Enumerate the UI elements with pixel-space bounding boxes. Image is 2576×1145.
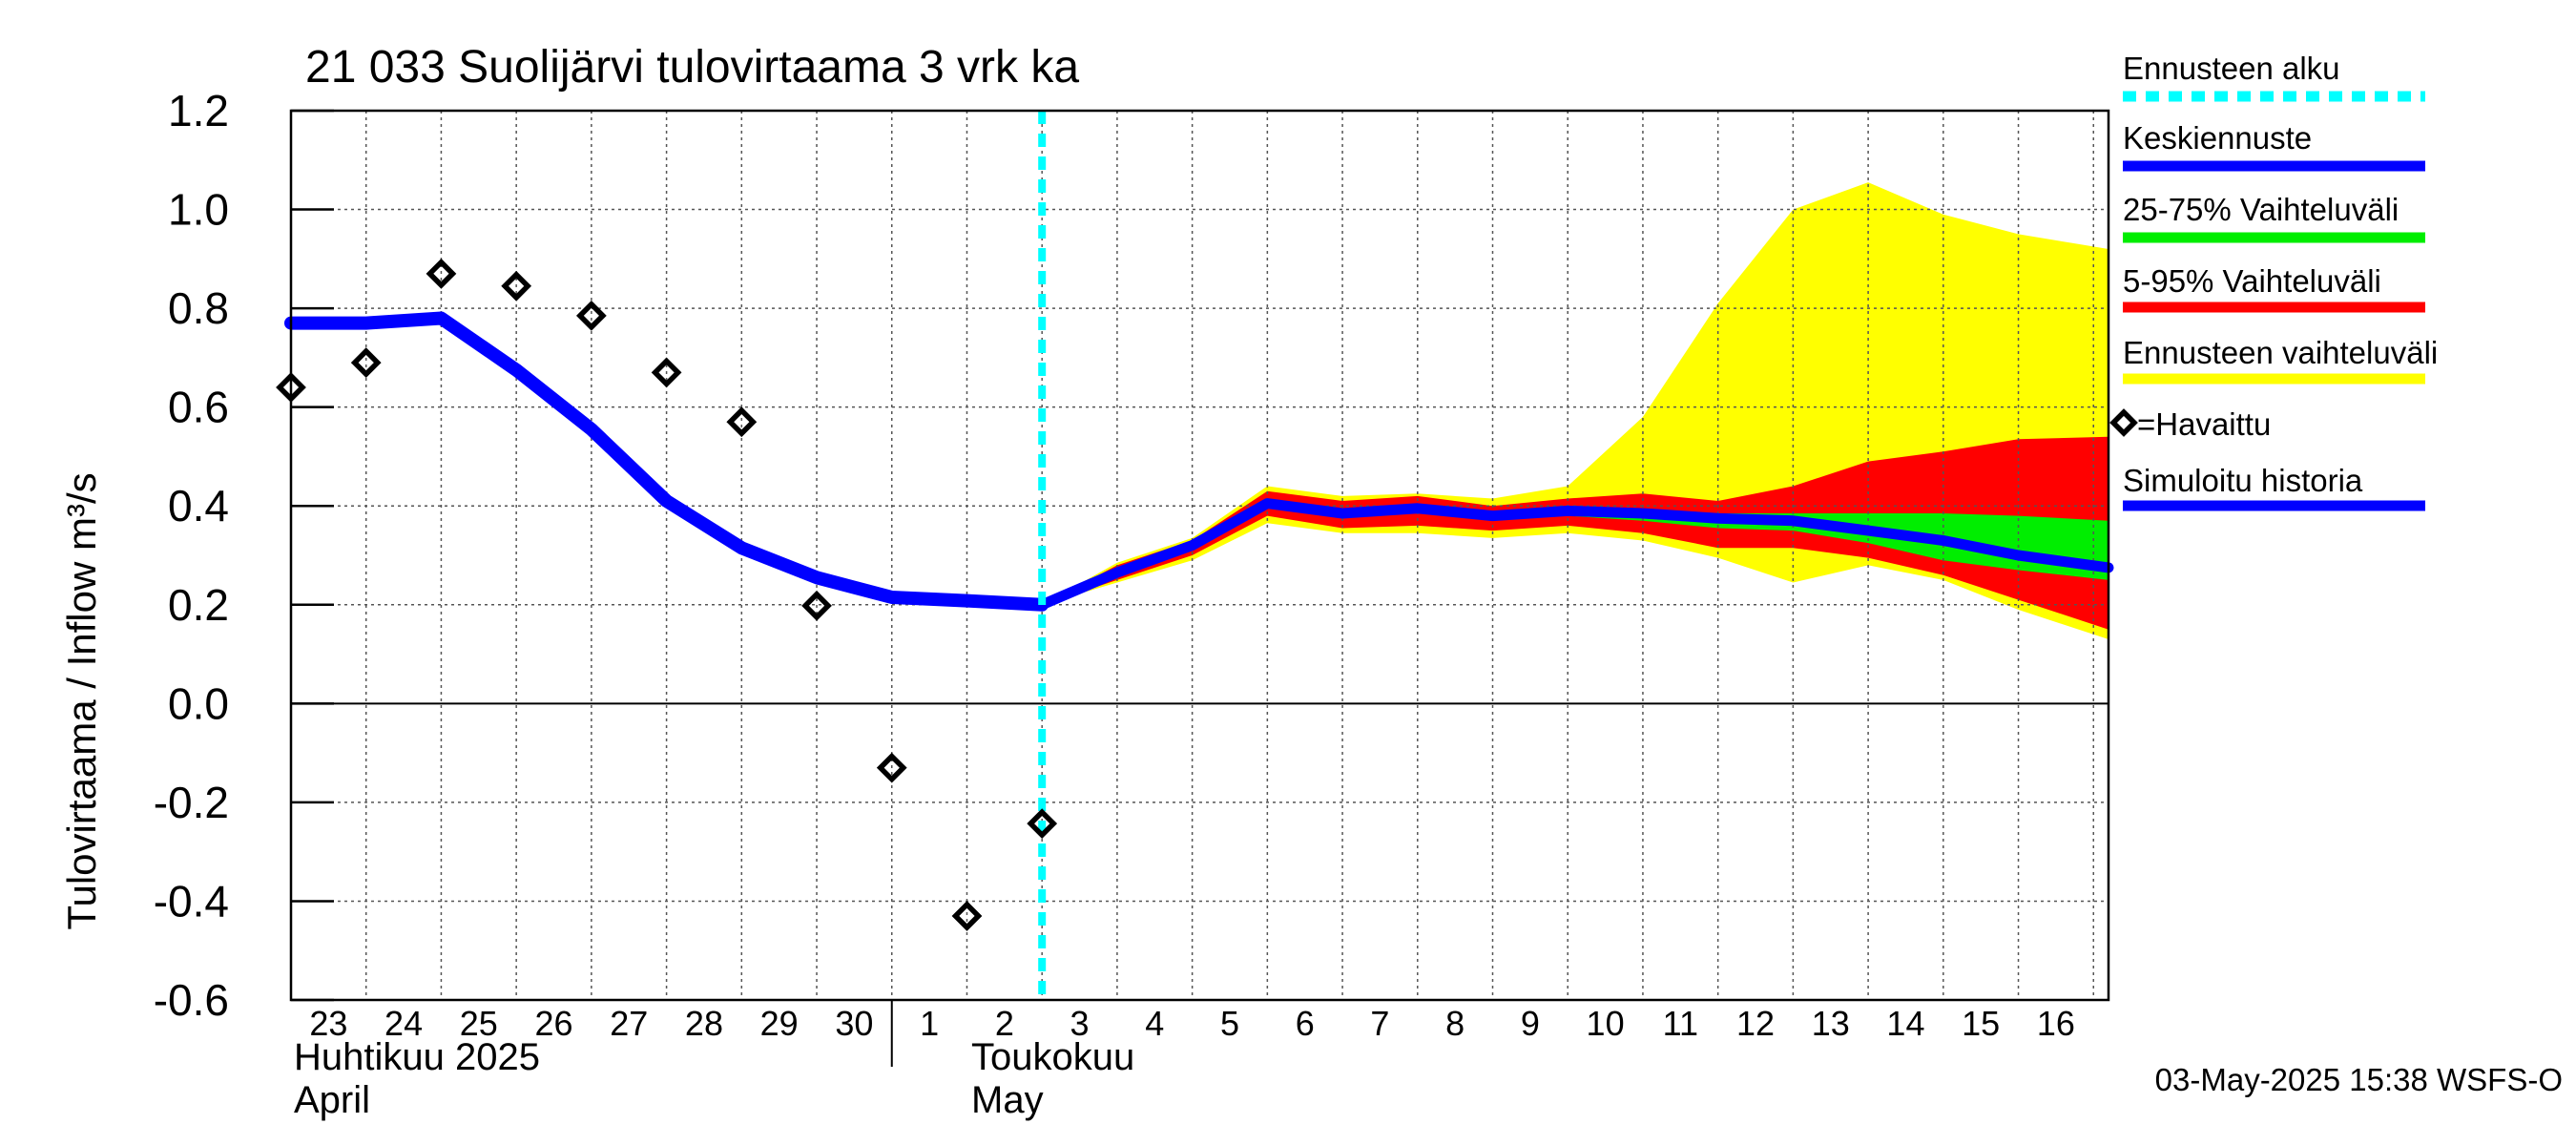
observed-point — [575, 300, 607, 331]
x-tick-label: 7 — [1370, 1004, 1389, 1043]
legend-label: 25-75% Vaihteluväli — [2123, 192, 2399, 227]
x-tick-label: 4 — [1145, 1004, 1164, 1043]
y-tick-label: -0.4 — [154, 876, 229, 926]
observed-point — [1027, 808, 1058, 840]
x-tick-label: 8 — [1445, 1004, 1465, 1043]
x-tick-label: 26 — [534, 1004, 572, 1043]
x-tick-label: 10 — [1587, 1004, 1625, 1043]
x-tick-label: 11 — [1663, 1004, 1698, 1043]
legend-label: Keskiennuste — [2123, 120, 2312, 156]
y-tick-label: 1.2 — [168, 86, 229, 135]
y-tick-label: 0.8 — [168, 283, 229, 333]
month-label-may-en: May — [971, 1079, 1044, 1121]
y-axis-label: Tulovirtaama / Inflow m³/s — [59, 472, 104, 929]
observed-point — [726, 406, 758, 438]
observed-point — [801, 590, 832, 621]
legend-label: 5-95% Vaihteluväli — [2123, 263, 2381, 299]
chart-legend: Ennusteen alku Keskiennuste 25-75% Vaihtel… — [2109, 51, 2438, 511]
y-tick-label: 0.0 — [168, 678, 229, 728]
y-tick-label: 0.2 — [168, 580, 229, 630]
observed-point — [951, 901, 983, 931]
y-axis: 1.2 1.0 0.8 0.6 0.4 0.2 0.0 -0.2 -0.4 -0.6 — [154, 86, 334, 1025]
y-tick-label: -0.2 — [154, 778, 229, 827]
legend-label: Simuloitu historia — [2123, 463, 2363, 498]
x-tick-label: 1 — [920, 1004, 939, 1043]
plot-frame — [289, 109, 2110, 1002]
x-tick-label: 29 — [760, 1004, 799, 1043]
legend-label: Ennusteen vaihteluväli — [2123, 335, 2438, 370]
x-tick-label: 28 — [685, 1004, 723, 1043]
observed-point — [426, 258, 457, 289]
month-label-april-en: April — [294, 1079, 370, 1121]
x-tick-label: 2 — [995, 1004, 1014, 1043]
series-lines — [284, 111, 2114, 1000]
y-tick-label: 1.0 — [168, 185, 229, 235]
observed-point — [501, 270, 532, 302]
x-tick-label: 15 — [1962, 1004, 2000, 1043]
x-tick-label: 16 — [2037, 1004, 2075, 1043]
x-tick-label: 27 — [610, 1004, 648, 1043]
chart-title: 21 033 Suolijärvi tulovirtaama 3 vrk ka — [305, 42, 1079, 93]
simulated-history-line — [284, 311, 1049, 612]
legend-swatch-observed — [2109, 408, 2138, 437]
footer-timestamp: 03-May-2025 15:38 WSFS-O — [2155, 1062, 2563, 1097]
x-tick-label: 30 — [835, 1004, 873, 1043]
month-label-may-fi: Toukokuu — [971, 1036, 1134, 1078]
x-tick-label: 5 — [1220, 1004, 1239, 1043]
y-tick-label: 0.4 — [168, 481, 229, 531]
observed-point — [876, 752, 907, 783]
observed-point — [350, 347, 382, 378]
range-5-95-band — [1042, 436, 2109, 630]
x-tick-label: 14 — [1886, 1004, 1924, 1043]
x-tick-label: 6 — [1296, 1004, 1315, 1043]
y-tick-label: 0.6 — [168, 383, 229, 432]
observed-point — [651, 357, 682, 388]
median-forecast-line — [1036, 498, 2114, 611]
plot-border — [289, 109, 2110, 1002]
month-label-april-fi: Huhtikuu 2025 — [294, 1036, 540, 1078]
legend-label: Ennusteen alku — [2123, 51, 2340, 86]
x-tick-label: 9 — [1521, 1004, 1540, 1043]
x-tick-label: 25 — [460, 1004, 498, 1043]
x-tick-label: 13 — [1812, 1004, 1850, 1043]
x-tick-label: 12 — [1736, 1004, 1775, 1043]
x-tick-label: 3 — [1070, 1004, 1090, 1043]
legend-label: =Havaittu — [2137, 406, 2271, 442]
x-axis: 23 24 25 26 27 28 29 30 1 2 3 4 5 6 7 8 9 10 11 12 13 14 15 16 — [309, 1000, 2075, 1067]
y-tick-label: -0.6 — [154, 975, 229, 1025]
x-tick-label: 24 — [384, 1004, 423, 1043]
x-tick-label: 23 — [309, 1004, 347, 1043]
